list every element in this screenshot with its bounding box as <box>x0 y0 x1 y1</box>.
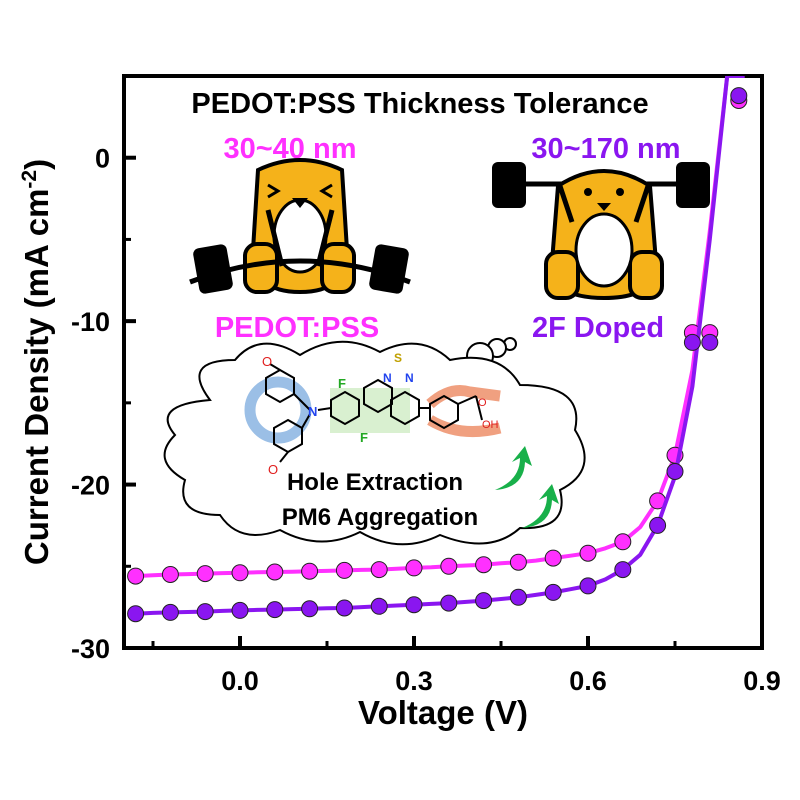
data-point <box>266 563 284 581</box>
data-point <box>544 583 562 601</box>
atom-o-bottom: O <box>268 462 278 477</box>
up-arrow-icon-1 <box>495 446 532 490</box>
x-tick-label: 0.9 <box>743 666 781 696</box>
atom-oh: OH <box>482 419 499 431</box>
y-tick-label: -20 <box>71 471 110 501</box>
data-point <box>475 556 493 574</box>
x-tick-label: 0.6 <box>569 666 607 696</box>
x-tick-label: 0.3 <box>395 666 433 696</box>
atom-s: S <box>394 351 402 365</box>
bubble-pm6-aggregation: PM6 Aggregation <box>282 504 478 531</box>
y-axis-title-main: Current Density (mA cm <box>18 189 55 566</box>
y-tick-label: -10 <box>71 307 110 337</box>
overlay-illustration: PEDOT:PSS Thickness Tolerance 30~40 nm 3… <box>163 88 710 546</box>
y-tick-label: -30 <box>71 634 110 664</box>
data-point <box>475 592 493 610</box>
y-axis-title-sup: -2 <box>18 170 41 189</box>
y-axis-title-close: ) <box>18 159 55 170</box>
right-thickness-range: 30~170 nm <box>531 133 680 165</box>
atom-o-top: O <box>262 354 272 369</box>
atom-o-acid: O <box>478 397 487 409</box>
data-point <box>405 596 423 614</box>
data-point <box>579 577 597 595</box>
atom-n-amine: N <box>308 404 317 419</box>
data-point <box>231 564 249 582</box>
data-point <box>370 597 388 615</box>
atom-f-bottom: F <box>360 430 368 445</box>
data-point <box>301 562 319 580</box>
data-point <box>127 567 145 585</box>
data-point <box>544 549 562 567</box>
up-arrow-icon-2 <box>522 484 559 528</box>
data-point <box>649 516 667 534</box>
data-point <box>161 603 179 621</box>
data-point <box>231 601 249 619</box>
data-point <box>614 561 632 579</box>
plot-frame <box>122 74 764 650</box>
data-point <box>301 600 319 618</box>
data-point <box>701 333 719 351</box>
atom-n-right: N <box>405 371 414 385</box>
right-mascot-icon <box>492 162 710 301</box>
data-point <box>683 333 701 351</box>
data-point <box>196 603 214 621</box>
data-point <box>127 605 145 623</box>
data-point <box>335 599 353 617</box>
bubble-hole-extraction: Hole Extraction <box>287 469 463 496</box>
data-point <box>335 561 353 579</box>
atom-n-left: N <box>383 371 392 385</box>
data-point <box>730 87 748 105</box>
tick-layer: 0.0 0.3 0.6 0.9 0 -10 -20 -30 <box>71 144 781 696</box>
atom-f-top: F <box>338 376 346 391</box>
data-point <box>440 557 458 575</box>
chart-title: PEDOT:PSS Thickness Tolerance <box>191 88 648 120</box>
data-point <box>196 565 214 583</box>
data-point <box>405 559 423 577</box>
data-point <box>579 544 597 562</box>
data-point <box>161 566 179 583</box>
data-point <box>666 463 684 480</box>
data-point <box>509 553 527 571</box>
y-tick-label: 0 <box>95 144 110 174</box>
data-point <box>440 594 458 612</box>
left-material-label: PEDOT:PSS <box>215 312 379 344</box>
left-mascot-icon <box>189 158 411 295</box>
data-point <box>266 601 284 619</box>
series-layer <box>127 76 748 623</box>
data-point <box>614 533 632 551</box>
y-axis-title: Current Density (mA cm-2) <box>18 159 55 565</box>
x-axis-title: Voltage (V) <box>358 694 528 731</box>
x-tick-label: 0.0 <box>221 666 259 696</box>
molecule-structure-icon: O O N F F N S N O OH <box>244 351 502 477</box>
data-point <box>509 588 527 606</box>
data-point <box>370 561 388 579</box>
right-material-label: 2F Doped <box>532 312 664 344</box>
